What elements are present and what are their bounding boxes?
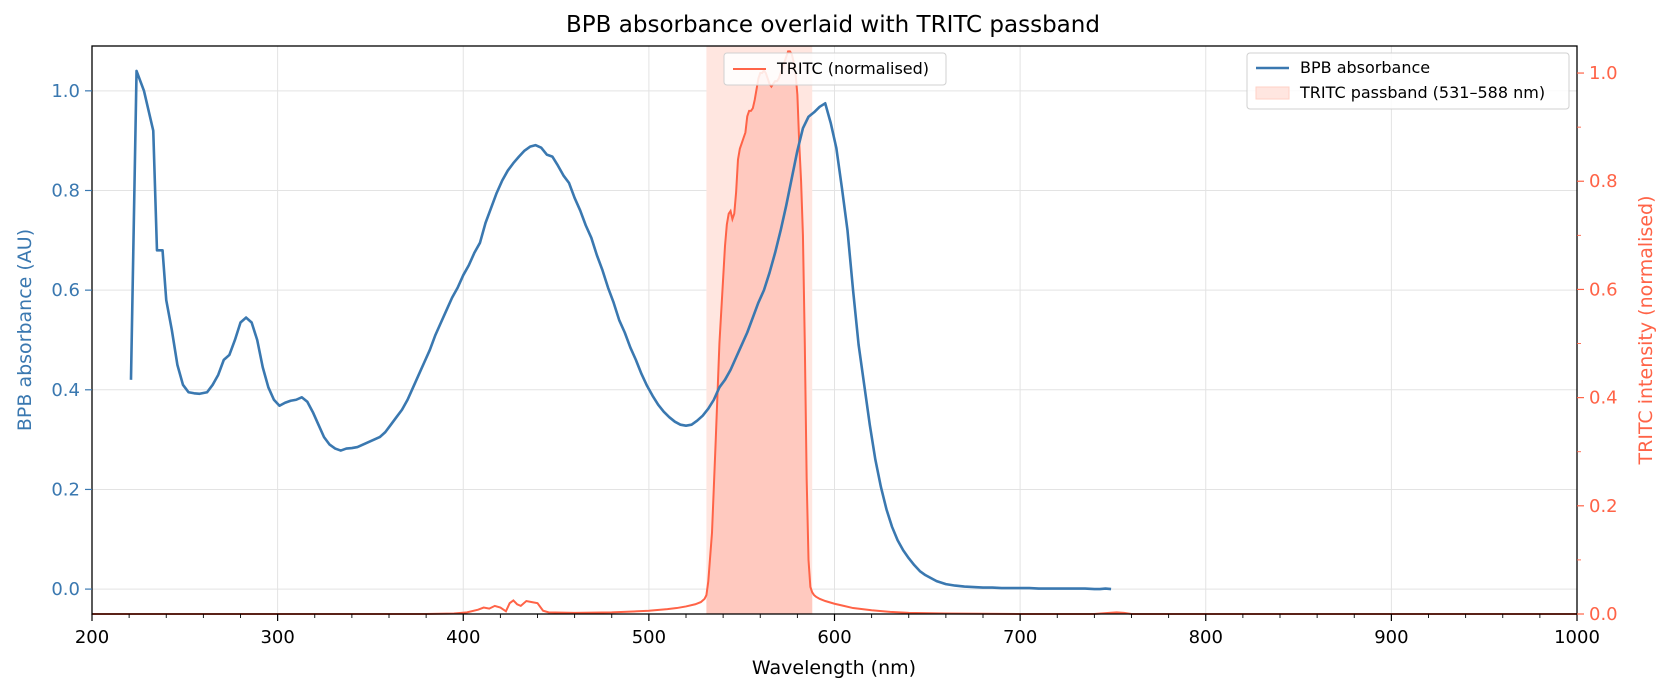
left-y-axis-label: BPB absorbance (AU): [14, 229, 36, 431]
tritc-line: [92, 50, 1577, 615]
y-left-tick-label: 1.0: [51, 81, 80, 102]
y-right-tick-label: 0.6: [1589, 279, 1618, 300]
legend-passband-swatch: [1255, 86, 1290, 100]
x-tick-label: 800: [1189, 627, 1223, 648]
x-tick-label: 300: [260, 627, 294, 648]
legend-main-box: [1246, 52, 1570, 110]
x-axis-label: Wavelength (nm): [752, 657, 916, 679]
x-tick-label: 600: [817, 627, 851, 648]
right-y-axis-label: TRITC intensity (normalised): [1635, 196, 1657, 466]
y-left-tick-label: 0.0: [51, 579, 80, 600]
x-tick-label: 700: [1003, 627, 1037, 648]
legend-tritc-box: [723, 52, 947, 86]
tritc-fill: [706, 51, 813, 615]
chart-title: BPB absorbance overlaid with TRITC passb…: [566, 12, 1100, 38]
x-tick-label: 900: [1374, 627, 1408, 648]
legend-bpb-label: BPB absorbance: [1300, 58, 1430, 77]
y-right-tick-label: 0.0: [1589, 604, 1618, 625]
plot-area: [91, 45, 1578, 615]
y-right-tick-label: 0.2: [1589, 496, 1618, 517]
y-left-tick-label: 0.8: [51, 180, 80, 201]
y-right-tick-label: 1.0: [1589, 63, 1618, 84]
x-tick-label: 400: [446, 627, 480, 648]
x-tick-label: 200: [75, 627, 109, 648]
x-tick-label: 1000: [1554, 627, 1600, 648]
x-tick-label: 500: [632, 627, 666, 648]
y-right-tick-label: 0.8: [1589, 171, 1618, 192]
y-right-tick-label: 0.4: [1589, 388, 1618, 409]
left-y-axis: 0.0 0.2 0.4 0.6 0.8 1.0: [51, 81, 92, 600]
right-y-axis: 0.0 0.2 0.4 0.6 0.8 1.0: [1577, 63, 1618, 625]
legend-tritc: TRITC (normalised): [723, 52, 947, 86]
y-left-tick-label: 0.2: [51, 479, 80, 500]
legend-main: BPB absorbance TRITC passband (531–588 n…: [1246, 52, 1570, 110]
y-left-tick-label: 0.4: [51, 380, 80, 401]
legend-tritc-label: TRITC (normalised): [776, 59, 929, 78]
legend-passband-label: TRITC passband (531–588 nm): [1299, 83, 1545, 102]
bpb-line: [129, 69, 1112, 591]
x-axis: 200 300 400 500 600 700 800 900 1000: [75, 614, 1600, 648]
y-left-tick-label: 0.6: [51, 280, 80, 301]
